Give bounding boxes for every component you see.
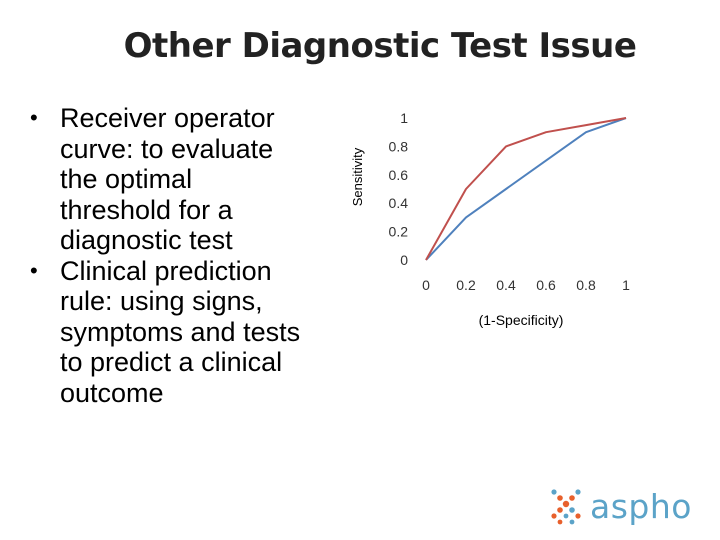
slide-title: Other Diagnostic Test Issue [123, 26, 637, 66]
y-tick-label: 1 [400, 110, 408, 126]
y-axis-label: Sensitivity [350, 147, 365, 206]
bullet-dot-icon: • [30, 257, 38, 283]
bullet-line: Receiver operator [60, 103, 275, 133]
x-tick-label: 1 [622, 277, 630, 293]
y-tick-label: 0.6 [389, 167, 409, 183]
bullet-line: curve: to evaluate [60, 133, 274, 164]
x-axis-label: (1-Specificity) [479, 312, 564, 328]
bullet-dot-icon: • [30, 105, 38, 130]
y-tick-label: 0 [400, 252, 408, 268]
bullet-item: • Receiver operator curve: to evaluate t… [28, 103, 358, 256]
plot-area: 0 0.2 0.4 0.6 0.8 1 0 0.2 0.4 0.6 0.8 1 [389, 110, 631, 293]
bullet-item: • Clinical prediction rule: using signs,… [28, 256, 358, 409]
logo-dot [551, 513, 557, 519]
x-tick-label: 0.4 [496, 277, 516, 293]
logo-dot [569, 507, 575, 513]
bullet-line: outcome [60, 377, 164, 408]
bullet-line: symptoms and tests [60, 316, 301, 347]
aspho-logo-icon [551, 489, 581, 525]
logo-dot [557, 507, 563, 513]
logo-dot [563, 513, 569, 519]
y-tick-label: 0.2 [389, 224, 409, 240]
logo-dot [557, 495, 563, 501]
logo-dot [575, 489, 581, 495]
x-tick-label: 0.6 [536, 277, 556, 293]
bullet-line: to predict a clinical [60, 347, 283, 377]
logo-dot [569, 519, 575, 525]
logo-text: aspho [590, 486, 692, 526]
series-line [425, 117, 627, 261]
y-tick-label: 0.4 [389, 195, 409, 211]
logo-dot [551, 489, 557, 495]
x-tick-label: 0.8 [576, 277, 596, 293]
x-tick-label: 0.2 [456, 277, 476, 293]
aspho-logo: aspho [550, 484, 692, 528]
logo-dot [562, 500, 570, 508]
logo-dot [569, 495, 575, 501]
x-tick-label: 0 [422, 277, 430, 293]
bullet-line: diagnostic test [60, 225, 233, 255]
bullet-line: threshold for a [60, 194, 233, 225]
logo-dot [575, 513, 581, 519]
logo-dot [557, 519, 563, 525]
bullet-line: Clinical prediction [60, 255, 272, 286]
bullet-line: the optimal [60, 164, 193, 194]
series-line [425, 117, 627, 261]
bullet-list: • Receiver operator curve: to evaluate t… [28, 103, 358, 408]
roc-chart: 0 0.2 0.4 0.6 0.8 1 0 0.2 0.4 0.6 0.8 1 Sensitivity… [350, 110, 631, 328]
bullet-line: rule: using signs, [60, 286, 263, 316]
y-tick-label: 0.8 [389, 138, 409, 154]
